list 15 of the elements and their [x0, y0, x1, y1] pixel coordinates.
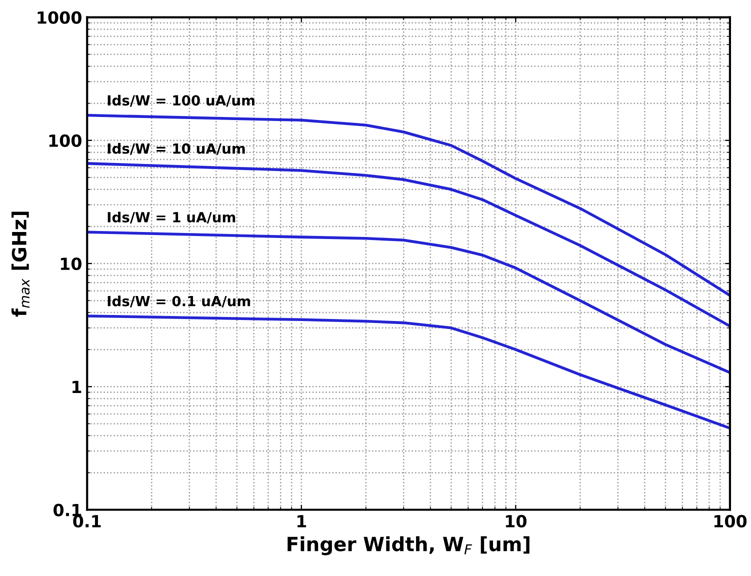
series-label: Ids/W = 1 uA/um — [108, 212, 236, 224]
y-tick-label: 10 — [60, 257, 82, 270]
series-label: Ids/W = 10 uA/um — [108, 143, 245, 155]
y-tick-label: 0.1 — [54, 504, 82, 516]
x-tick-label: 1 — [297, 515, 306, 528]
y-tick-label: 100 — [49, 134, 82, 147]
series-label: Ids/W = 0.1 uA/um — [108, 296, 250, 308]
x-tick-label: 0.1 — [73, 514, 101, 528]
y-tick-label: 1 — [72, 380, 82, 393]
x-tick-label: 100 — [714, 514, 747, 528]
y-tick-label: 1000 — [38, 11, 82, 24]
x-axis-title: Finger Width, W$_{F}$ [um] — [288, 536, 530, 556]
y-axis-title: f$_{max}$ [GHz] — [11, 212, 30, 317]
series-label: Ids/W = 100 uA/um — [108, 94, 254, 107]
x-tick-label: 10 — [506, 514, 526, 528]
